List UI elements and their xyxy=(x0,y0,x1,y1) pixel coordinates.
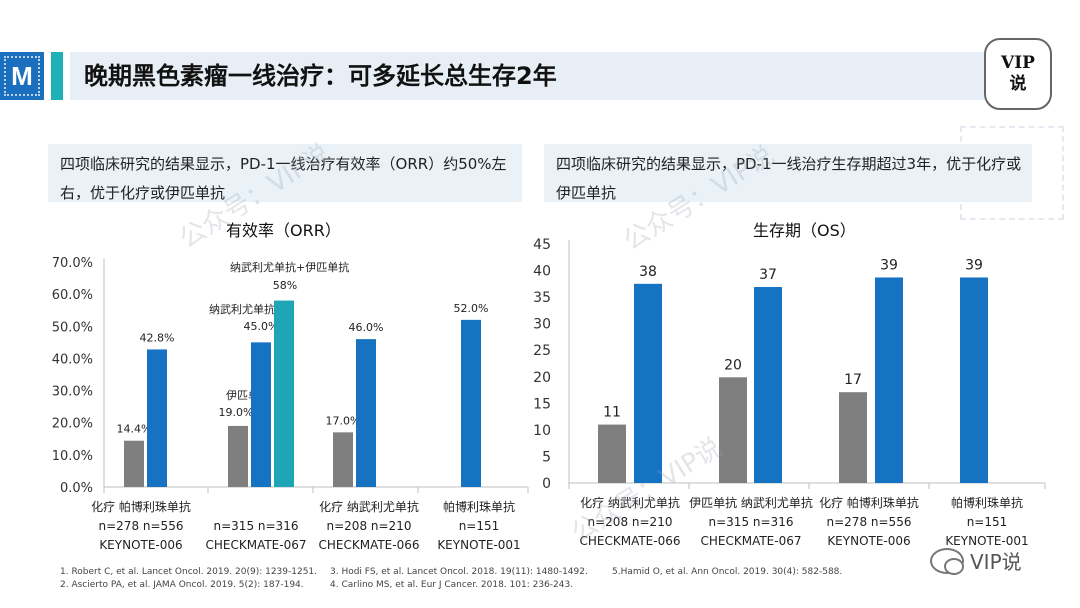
wechat-icon xyxy=(930,547,964,575)
bar xyxy=(356,339,376,487)
category-label: n=315 n=316 xyxy=(709,515,794,529)
reference-item: 3. Hodi FS, et al. Lancet Oncol. 2018. 1… xyxy=(330,567,588,577)
category-label: 化疗 帕博利珠单抗 xyxy=(819,495,919,510)
reference-item: 1. Robert C, et al. Lancet Oncol. 2019. … xyxy=(60,567,318,577)
os-summary-callout: 四项临床研究的结果显示，PD-1一线治疗生存期超过3年，优于化疗或伊匹单抗 xyxy=(544,144,1032,202)
references-col2: 3. Hodi FS, et al. Lancet Oncol. 2018. 1… xyxy=(330,566,588,592)
bar xyxy=(598,424,626,483)
page-title: 晚期黑色素瘤一线治疗：可多延长总生存2年 xyxy=(84,62,557,90)
bar xyxy=(719,377,747,483)
references-col3: 5.Hamid O, et al. Ann Oncol. 2019. 30(4)… xyxy=(612,566,842,579)
data-label: 17 xyxy=(844,372,862,388)
bar xyxy=(875,277,903,483)
category-label: CHECKMATE-066 xyxy=(318,538,419,552)
category-label: n=208 n=210 xyxy=(588,515,673,529)
data-label: 39 xyxy=(880,257,898,273)
y-tick-label: 0 xyxy=(542,476,551,492)
data-label: 20 xyxy=(724,357,742,373)
brand-logo: M xyxy=(0,52,44,100)
bar xyxy=(634,283,662,483)
category-label: KEYNOTE-001 xyxy=(945,534,1028,548)
data-label: 45.0% xyxy=(244,320,279,333)
bar xyxy=(228,425,248,487)
reference-item: 2. Ascierto PA, et al. JAMA Oncol. 2019.… xyxy=(60,580,304,590)
category-label: KEYNOTE-006 xyxy=(99,538,182,552)
data-label: 52.0% xyxy=(454,302,489,315)
vip-badge: VIP 说 xyxy=(984,38,1052,110)
data-label: 58% xyxy=(273,279,297,292)
orr-summary-callout: 四项临床研究的结果显示，PD-1一线治疗有效率（ORR）约50%左右，优于化疗或… xyxy=(48,144,522,202)
category-label: 伊匹单抗 纳武利尤单抗 xyxy=(689,495,813,510)
os-chart-title: 生存期（OS） xyxy=(753,221,856,240)
wechat-account-label: VIP说 xyxy=(970,550,1022,574)
y-tick-label: 35 xyxy=(533,290,551,306)
series-name-label: 纳武利尤单抗 xyxy=(209,302,275,316)
category-label: 帕博利珠单抗 xyxy=(443,499,515,514)
data-label: 46.0% xyxy=(349,321,384,334)
category-label: n=278 n=556 xyxy=(827,515,912,529)
bar xyxy=(754,287,782,483)
y-tick-label: 50.0% xyxy=(52,320,93,335)
bar xyxy=(333,432,353,487)
y-tick-label: 60.0% xyxy=(52,288,93,303)
data-label: 37 xyxy=(759,267,777,283)
y-tick-label: 20.0% xyxy=(52,417,93,432)
y-tick-label: 30.0% xyxy=(52,385,93,400)
y-tick-label: 0.0% xyxy=(60,481,93,496)
references-col1: 1. Robert C, et al. Lancet Oncol. 2019. … xyxy=(60,566,317,592)
vip-badge-line1: VIP xyxy=(1001,53,1035,73)
data-label: 38 xyxy=(639,264,657,280)
category-label: n=151 xyxy=(967,515,1008,529)
y-tick-label: 20 xyxy=(533,370,551,386)
category-label: n=151 xyxy=(459,519,500,533)
data-label: 11 xyxy=(603,405,621,421)
y-tick-label: 30 xyxy=(533,317,551,333)
category-label: 化疗 纳武利尤单抗 xyxy=(319,499,419,514)
y-tick-label: 25 xyxy=(533,343,551,359)
y-tick-label: 5 xyxy=(542,449,551,465)
y-tick-label: 10 xyxy=(533,423,551,439)
bar xyxy=(461,319,481,487)
title-bar xyxy=(70,52,1010,100)
bar xyxy=(960,277,988,483)
category-label: CHECKMATE-067 xyxy=(205,538,306,552)
bar xyxy=(147,349,167,487)
data-label: 42.8% xyxy=(140,331,175,344)
y-tick-label: 10.0% xyxy=(52,449,93,464)
data-label: 39 xyxy=(965,257,983,273)
bar xyxy=(251,342,271,487)
category-label: KEYNOTE-001 xyxy=(437,538,520,552)
category-label: 化疗 纳武利尤单抗 xyxy=(580,495,680,510)
wechat-account: VIP说 xyxy=(930,546,1022,575)
y-tick-label: 40 xyxy=(533,264,551,280)
bar xyxy=(274,300,294,487)
y-tick-label: 40.0% xyxy=(52,352,93,367)
category-label: KEYNOTE-006 xyxy=(827,534,910,548)
data-label: 14.4% xyxy=(117,423,152,436)
category-label: 化疗 帕博利珠单抗 xyxy=(91,499,191,514)
category-label: CHECKMATE-067 xyxy=(700,534,801,548)
y-tick-label: 45 xyxy=(533,237,551,253)
bar xyxy=(839,392,867,483)
reference-item: 4. Carlino MS, et al. Eur J Cancer. 2018… xyxy=(330,580,574,590)
y-tick-label: 15 xyxy=(533,396,551,412)
category-label: n=315 n=316 xyxy=(214,519,299,533)
y-tick-label: 70.0% xyxy=(52,256,93,271)
series-name-label: 纳武利尤单抗+伊匹单抗 xyxy=(230,260,349,274)
category-label: 帕博利珠单抗 xyxy=(951,495,1023,510)
category-label: CHECKMATE-066 xyxy=(579,534,680,548)
category-label: n=208 n=210 xyxy=(327,519,412,533)
orr-chart-title: 有效率（ORR） xyxy=(226,221,341,240)
vip-badge-line2: 说 xyxy=(1009,74,1027,94)
title-accent-bar xyxy=(51,52,63,100)
bar xyxy=(124,440,144,487)
reference-item: 5.Hamid O, et al. Ann Oncol. 2019. 30(4)… xyxy=(612,567,843,577)
data-label: 17.0% xyxy=(326,414,361,427)
category-label: n=278 n=556 xyxy=(99,519,184,533)
data-label: 19.0% xyxy=(219,406,254,419)
